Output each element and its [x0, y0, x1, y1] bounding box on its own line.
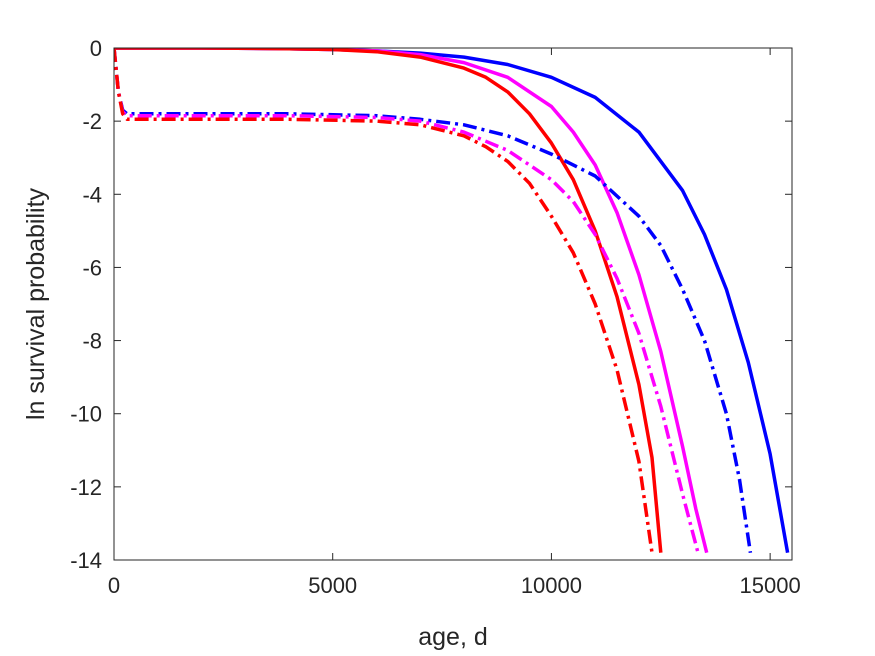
y-tick-label: -14 [70, 548, 102, 573]
series-line-4 [114, 48, 753, 553]
x-tick-label: 0 [108, 573, 120, 598]
plot-frame [113, 47, 793, 561]
y-axis-title: ln survival probability [22, 187, 50, 420]
y-axis: 0 -2 -4 -6 -8 -10 -12 -14 [70, 36, 792, 573]
x-tick-label: 10000 [521, 573, 582, 598]
series-line-3 [114, 48, 663, 553]
x-tick-label: 5000 [308, 573, 357, 598]
y-tick-label: 0 [90, 36, 102, 61]
y-tick-label: -8 [82, 329, 102, 354]
y-tick-label: -10 [70, 402, 102, 427]
y-tick-label: -6 [82, 255, 102, 280]
plot-area [114, 48, 790, 554]
x-tick-label: 15000 [740, 573, 801, 598]
y-tick-label: -2 [82, 109, 102, 134]
x-axis: 0 5000 10000 15000 [108, 48, 801, 598]
series-line-5 [114, 48, 700, 554]
x-axis-title: age, d [418, 623, 488, 651]
series-line-6 [114, 48, 654, 553]
y-tick-label: -4 [82, 182, 102, 207]
y-tick-label: -12 [70, 475, 102, 500]
